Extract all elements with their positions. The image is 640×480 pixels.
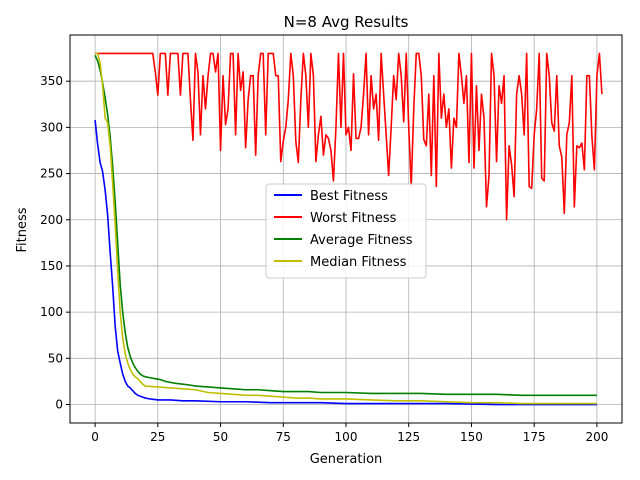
y-tick-label: 0: [55, 398, 63, 412]
x-tick-label: 150: [460, 430, 483, 444]
legend-label: Worst Fitness: [310, 211, 397, 226]
x-tick-label: 175: [523, 430, 546, 444]
x-tick-label: 25: [150, 430, 165, 444]
x-tick-label: 100: [335, 430, 358, 444]
legend-label: Best Fitness: [310, 189, 388, 204]
y-tick-label: 50: [48, 351, 63, 365]
average-fitness-line: [94, 54, 597, 397]
legend: Best Fitness Worst Fitness Average Fitness…: [265, 183, 427, 279]
x-tick-label: 125: [397, 430, 420, 444]
tick-layer: 0 25 50 75 100 125 150 175 200 0 50 100 150 200 250 300…: [40, 74, 608, 444]
median-fitness-line: [95, 52, 597, 405]
x-axis-title: Generation: [310, 452, 383, 467]
y-tick-label: 200: [40, 213, 63, 227]
worst-fitness-line: [95, 52, 603, 221]
best-fitness-line: [94, 119, 597, 406]
y-axis-title: Fitness: [15, 207, 30, 252]
y-tick-label: 150: [40, 259, 63, 273]
x-tick-label: 50: [213, 430, 228, 444]
y-tick-label: 350: [40, 74, 63, 88]
x-tick-label: 0: [91, 430, 99, 444]
chart-title: N=8 Avg Results: [284, 13, 409, 31]
y-tick-label: 300: [40, 120, 63, 134]
y-tick-label: 250: [40, 167, 63, 181]
y-tick-label: 100: [40, 305, 63, 319]
legend-label: Median Fitness: [310, 255, 407, 270]
legend-box: [265, 183, 427, 279]
legend-label: Average Fitness: [310, 233, 413, 248]
x-tick-label: 75: [276, 430, 291, 444]
x-tick-label: 200: [585, 430, 608, 444]
series-layer: [94, 52, 603, 406]
